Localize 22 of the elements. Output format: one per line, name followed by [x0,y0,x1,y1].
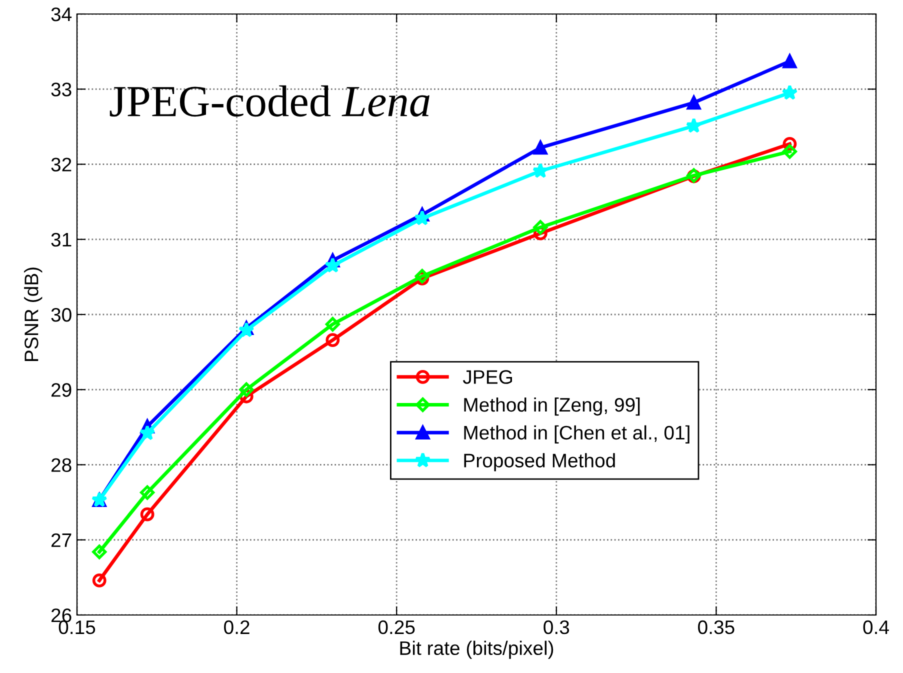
y-axis-title: PSNR (dB) [24,268,42,361]
x-tick-label: 0.4 [863,620,889,634]
legend-label: Proposed Method [464,453,615,472]
y-tick-label: 34 [51,7,72,22]
x-tick-label: 0.25 [378,620,415,634]
legend-label: Method in [Zeng, 99] [464,397,640,416]
text: JPEG-coded Lena [110,85,430,117]
x-tick-label: 0.35 [698,620,734,634]
x-tick-label: 0.15 [58,620,96,634]
x-axis-title: Bit rate (bits/pixel) [400,640,554,659]
legend-label: JPEG [462,370,512,384]
y-tick-label: 31 [51,232,72,247]
y-tick-label: 27 [51,533,72,547]
y-tick-label: 26 [51,608,72,622]
y-tick-label: 33 [51,82,72,96]
y-tick-label: 30 [51,308,72,322]
y-tick-label: 29 [51,383,72,397]
y-tick-label: 32 [51,158,72,172]
legend-label: Method in [Chen et al., 01] [464,425,690,444]
x-tick-label: 0.3 [544,620,570,634]
x-tick-label: 0.2 [224,620,250,634]
y-tick-label: 28 [51,458,72,472]
